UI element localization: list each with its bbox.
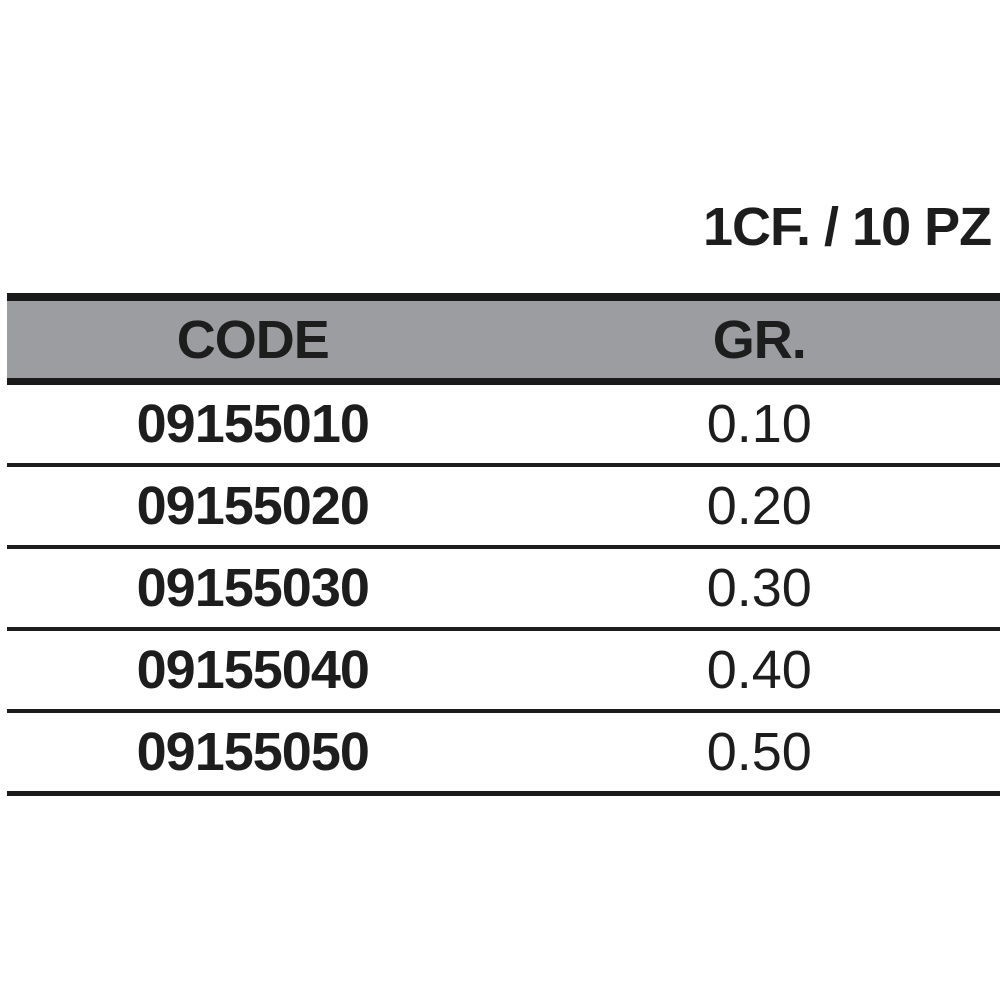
spec-table: CODE GR. 09155010 0.10 09155020 0.20 091… (7, 293, 1000, 796)
column-header-code: CODE (176, 309, 330, 370)
code-cell: 09155020 (136, 476, 370, 536)
pack-quantity-title: 1CF. / 10 PZ (703, 197, 992, 257)
code-cell: 09155030 (136, 558, 370, 618)
code-cell: 09155040 (136, 640, 370, 700)
gr-cell: 0.20 (706, 476, 812, 536)
table-header-row: CODE GR. (7, 293, 1000, 385)
gr-cell: 0.10 (706, 394, 812, 454)
table-row: 09155010 0.10 (7, 385, 1000, 467)
code-cell: 09155050 (136, 722, 370, 782)
table-row: 09155030 0.30 (7, 549, 1000, 631)
code-cell: 09155010 (136, 394, 370, 454)
table-row: 09155050 0.50 (7, 713, 1000, 796)
gr-cell: 0.40 (706, 640, 812, 700)
table-row: 09155040 0.40 (7, 631, 1000, 713)
gr-cell: 0.50 (706, 722, 812, 782)
gr-cell: 0.30 (706, 558, 812, 618)
column-header-gr: GR. (712, 309, 807, 370)
table-row: 09155020 0.20 (7, 467, 1000, 549)
